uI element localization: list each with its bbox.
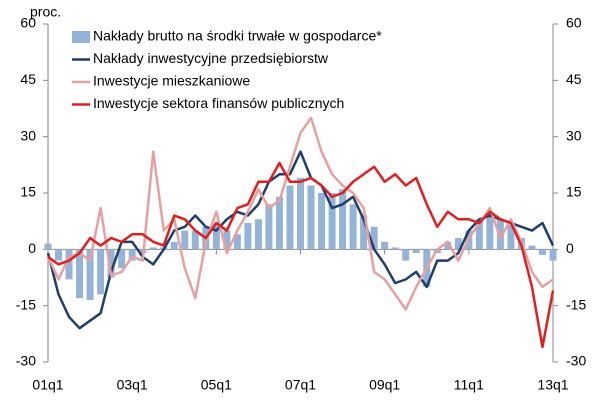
bar [97, 249, 105, 295]
bar [265, 204, 273, 250]
bar [191, 230, 199, 250]
bar [76, 249, 84, 299]
bar [349, 204, 357, 250]
bar [412, 249, 420, 254]
bar [538, 249, 546, 255]
bar [254, 219, 262, 250]
x-tick-label: 11q1 [454, 377, 484, 393]
bar [339, 189, 347, 250]
y-tick-label: 15 [20, 184, 36, 200]
bar [55, 249, 63, 261]
bar [475, 219, 483, 250]
bar [44, 243, 52, 250]
bar [297, 177, 304, 250]
bar [286, 185, 294, 250]
y-tick-label: 60 [20, 15, 36, 31]
bar [128, 249, 136, 261]
bar [486, 211, 494, 250]
bar [391, 247, 399, 250]
x-tick-label: 09q1 [369, 377, 400, 393]
bar [381, 241, 389, 250]
y2-tick-label: -30 [566, 353, 586, 369]
bar [307, 185, 315, 250]
bar [118, 249, 126, 269]
bar [370, 226, 378, 250]
bar [149, 247, 157, 250]
y-tick-label: 0 [28, 240, 36, 256]
y-tick-label: 30 [20, 127, 36, 143]
bar [454, 238, 462, 250]
y2-tick-label: 30 [566, 127, 582, 143]
bar [275, 196, 283, 250]
bar [402, 249, 410, 261]
line [47, 161, 555, 349]
x-tick-label: 01q1 [32, 377, 63, 393]
bar [86, 249, 94, 301]
line [46, 116, 554, 311]
bar [65, 249, 73, 280]
bar [318, 193, 326, 250]
bar [549, 249, 557, 261]
legend-label: Inwestycje mieszkaniowe [93, 73, 250, 89]
bar [223, 230, 231, 250]
bar [170, 241, 178, 250]
legend-label: Nakłady inwestycyjne przedsiębiorstw [93, 50, 329, 66]
bar [507, 224, 515, 250]
y-tick-label: 45 [20, 71, 36, 87]
x-tick-label: 05q1 [201, 377, 232, 393]
bar [107, 249, 115, 278]
x-tick-label: 07q1 [285, 377, 316, 393]
bar [328, 193, 336, 250]
y2-tick-label: 15 [566, 184, 582, 200]
legend-swatch [72, 31, 90, 43]
y-tick-label: -30 [16, 353, 36, 369]
bar [181, 230, 189, 250]
y2-tick-label: 60 [566, 15, 582, 31]
y-tick-label: -15 [16, 296, 36, 312]
bar [444, 241, 452, 250]
line [46, 150, 555, 330]
legend-label: Nakłady brutto na środki trwałe w gospod… [93, 28, 382, 44]
bar [528, 245, 536, 250]
y-axis-unit: proc. [30, 4, 61, 20]
bar [244, 223, 252, 250]
y2-tick-label: 0 [566, 240, 574, 256]
bar [212, 223, 220, 250]
x-tick-label: 13q1 [537, 377, 568, 393]
y2-tick-label: 45 [566, 71, 582, 87]
bar [233, 234, 241, 250]
legend-label: Inwestycje sektora finansów publicznych [93, 95, 344, 111]
x-tick-label: 03q1 [117, 377, 148, 393]
bar [360, 215, 368, 250]
y2-tick-label: -15 [566, 296, 586, 312]
